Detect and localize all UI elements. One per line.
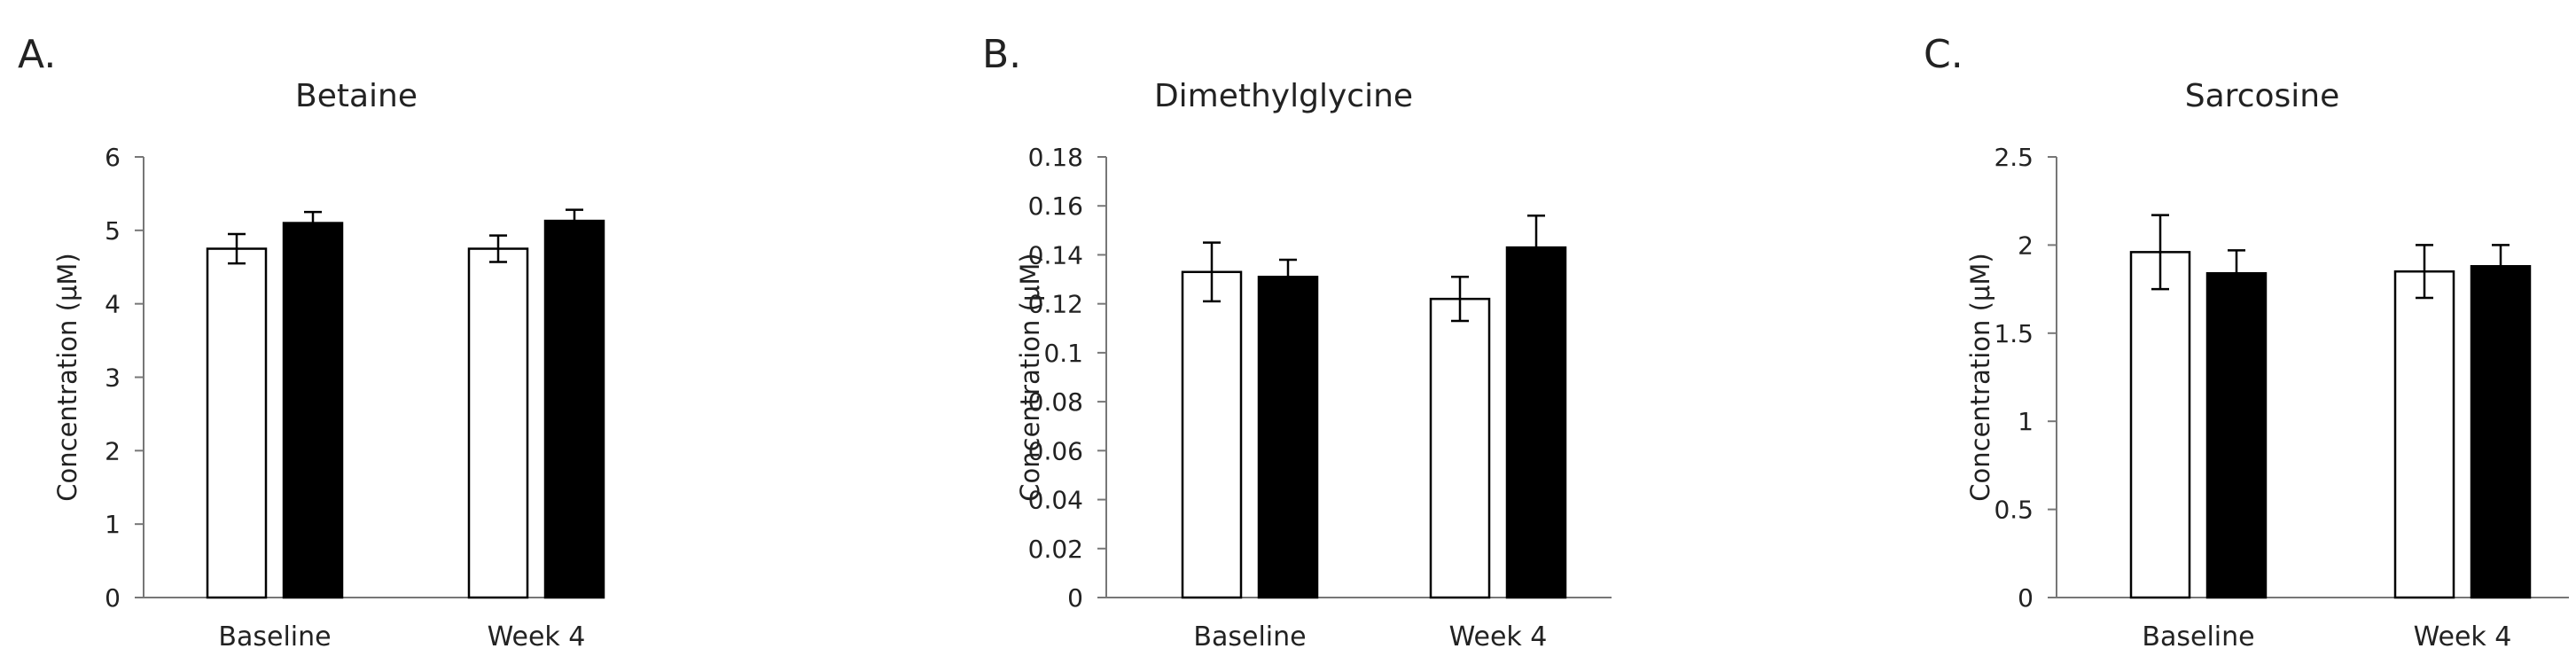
y-tick-label: 1.5 xyxy=(1994,319,2033,348)
y-tick-label: 4 xyxy=(105,290,121,319)
y-tick-label: 3 xyxy=(105,363,121,393)
bar-group-2-baseline xyxy=(282,222,344,599)
bar-group-1-week-4 xyxy=(467,247,529,599)
x-tick-label: Baseline xyxy=(218,621,331,652)
bar-group-2-week-4 xyxy=(2470,265,2532,599)
x-tick-label: Week 4 xyxy=(488,621,586,652)
y-tick-label: 1 xyxy=(2018,407,2033,436)
y-tick-label: 0.16 xyxy=(1028,191,1083,221)
panel-label: A. xyxy=(18,32,56,77)
y-tick-label: 0.1 xyxy=(1043,339,1083,368)
bar-group-1-baseline xyxy=(1181,270,1243,599)
y-tick-label: 0 xyxy=(105,583,121,613)
y-tick-label: 0.04 xyxy=(1028,486,1083,515)
y-tick-label: 2 xyxy=(2018,231,2033,260)
y-tick-label: 0.02 xyxy=(1028,535,1083,564)
bar-group-1-week-4 xyxy=(1429,297,1491,599)
y-tick-label: 0 xyxy=(2018,583,2033,613)
panel-label: C. xyxy=(1924,32,1963,77)
y-axis-label: Concentration (μM) xyxy=(52,253,82,501)
bar-group-2-week-4 xyxy=(543,219,605,599)
chart-title: Sarcosine xyxy=(2185,78,2339,114)
x-tick-label: Baseline xyxy=(1193,621,1306,652)
chart-title: Dimethylglycine xyxy=(1154,78,1413,114)
x-tick-label: Baseline xyxy=(2142,621,2254,652)
x-tick-label: Week 4 xyxy=(2414,621,2512,652)
bar-group-2-baseline xyxy=(1257,276,1319,599)
chart-title: Betaine xyxy=(295,78,418,114)
y-tick-label: 5 xyxy=(105,216,121,246)
bar-group-1-week-4 xyxy=(2393,270,2455,599)
chart-panel-3: C. Sarcosine Concentration (μM) 0 0.5 1 1.5 2 2.… xyxy=(1924,32,2569,652)
y-axis-label: Concentration (μM) xyxy=(1965,253,1995,501)
bar-group-1-baseline xyxy=(2129,251,2191,599)
y-tick-label: 0.18 xyxy=(1028,143,1083,172)
y-tick-label: 2.5 xyxy=(1994,143,2033,172)
y-tick-label: 6 xyxy=(105,143,121,172)
bar-group-1-baseline xyxy=(206,247,268,599)
chart-panel-1: A. Betaine Concentration (μM) 0 1 2 3 4 5 6 Baseli… xyxy=(18,32,605,652)
y-tick-label: 0.12 xyxy=(1028,290,1083,319)
bar-group-2-week-4 xyxy=(1505,246,1567,599)
y-tick-label: 0 xyxy=(1067,583,1083,613)
x-tick-label: Week 4 xyxy=(1449,621,1548,652)
y-tick-label: 0.14 xyxy=(1028,240,1083,270)
panel-label: B. xyxy=(982,32,1021,77)
bar-group-2-baseline xyxy=(2205,271,2268,599)
y-tick-label: 1 xyxy=(105,510,121,539)
y-tick-label: 0.06 xyxy=(1028,436,1083,465)
chart-panel-2: B. Dimethylglycine Concentration (μM) 0 0.02… xyxy=(982,32,1612,652)
y-tick-label: 0.5 xyxy=(1994,496,2033,525)
y-tick-label: 2 xyxy=(105,436,121,465)
y-tick-label: 0.08 xyxy=(1028,387,1083,417)
y-axis-label: Concentration (μM) xyxy=(1015,253,1045,501)
